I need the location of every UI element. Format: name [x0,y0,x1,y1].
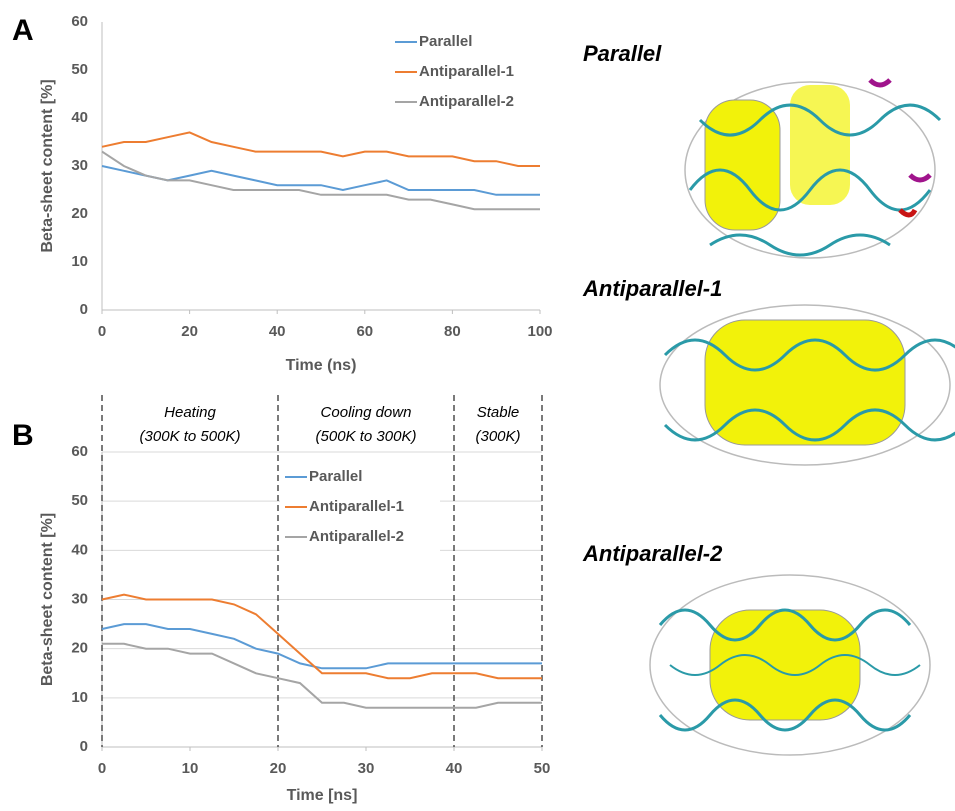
x-tick-label: 10 [182,760,199,777]
y-tick-label: 20 [71,640,88,657]
series-line [101,150,540,211]
x-tick-label: 40 [269,323,286,340]
x-tick-label: 0 [98,760,106,777]
legend-label: Parallel [309,468,362,485]
legend-label: Antiparallel-1 [309,498,404,515]
x-tick-label: 60 [356,323,373,340]
y-tick-label: 0 [80,301,88,318]
y-tick-label: 20 [71,205,88,222]
y-tick-label: 30 [71,590,88,607]
y-tick-label: 40 [71,109,88,126]
y-axis-title: Beta-sheet content [%] [39,79,56,252]
x-tick-label: 40 [446,760,463,777]
structure-title: Parallel [583,41,662,66]
series-line [102,642,542,709]
x-tick-label: 30 [358,760,375,777]
x-tick-label: 20 [181,323,198,340]
y-tick-label: 60 [71,443,88,460]
y-tick-label: 10 [71,253,88,270]
x-tick-label: 80 [444,323,461,340]
x-tick-label: 20 [270,760,287,777]
x-tick-label: 50 [534,760,551,777]
phase-name: Cooling down [321,404,412,421]
series-line [101,131,540,167]
legend-label: Parallel [419,33,472,50]
panel-label: B [12,419,34,452]
x-axis-title: Time [ns] [287,787,358,804]
y-tick-label: 50 [71,492,88,509]
y-tick-label: 40 [71,541,88,558]
phase-name: Stable [477,404,520,421]
y-tick-label: 0 [80,738,88,755]
series-line [101,593,542,680]
structure-title: Antiparallel-1 [582,276,722,301]
y-tick-label: 30 [71,157,88,174]
legend-label: Antiparallel-2 [309,528,404,545]
y-axis-title: Beta-sheet content [%] [39,513,56,686]
structure-parallel [684,78,942,259]
structure-antiparallel-2 [649,574,931,756]
x-axis-title: Time (ns) [286,357,357,374]
phase-name: Heating [164,404,216,421]
structure-antiparallel-1 [659,304,955,466]
phase-range: (300K) [475,428,520,445]
phase-range: (300K to 500K) [140,428,241,445]
y-tick-label: 50 [71,61,88,78]
structure-title: Antiparallel-2 [582,541,723,566]
series-line [101,165,540,196]
series-line [101,623,542,670]
y-tick-label: 60 [71,13,88,30]
x-tick-label: 0 [98,323,106,340]
phase-range: (500K to 300K) [316,428,417,445]
x-tick-label: 100 [527,323,552,340]
y-tick-label: 10 [71,689,88,706]
legend-label: Antiparallel-2 [419,93,514,110]
legend-label: Antiparallel-1 [419,63,514,80]
panel-label: A [12,14,34,47]
